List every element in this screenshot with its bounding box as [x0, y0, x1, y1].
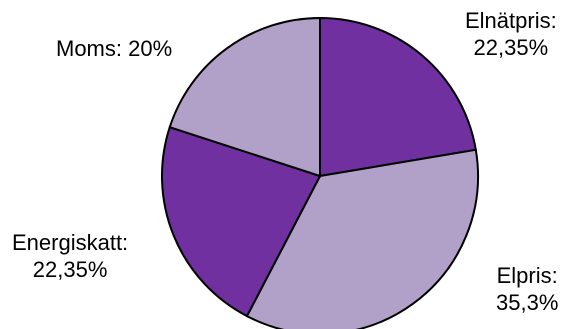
pie-slice-energiskatt — [161, 125, 322, 318]
label-moms: Moms: 20% — [56, 35, 172, 62]
label-elpris-name: Elpris: — [496, 263, 558, 288]
pie-slice-eln-tpris — [319, 16, 477, 178]
label-energiskatt: Energiskatt: 22,35% — [12, 229, 128, 283]
label-elnatpris: Elnätpris: 22,35% — [465, 7, 557, 61]
label-energiskatt-name: Energiskatt: — [12, 230, 129, 255]
label-moms-name: Moms: 20% — [56, 36, 173, 61]
label-energiskatt-value: 22,35% — [32, 257, 108, 282]
label-elpris: Elpris: 35,3% — [496, 262, 558, 316]
label-elpris-value: 35,3% — [496, 290, 559, 315]
pie-slice-moms — [168, 16, 321, 178]
label-elnatpris-name: Elnätpris: — [465, 8, 557, 33]
pie-slice-elpris — [245, 148, 479, 329]
label-elnatpris-value: 22,35% — [473, 35, 549, 60]
